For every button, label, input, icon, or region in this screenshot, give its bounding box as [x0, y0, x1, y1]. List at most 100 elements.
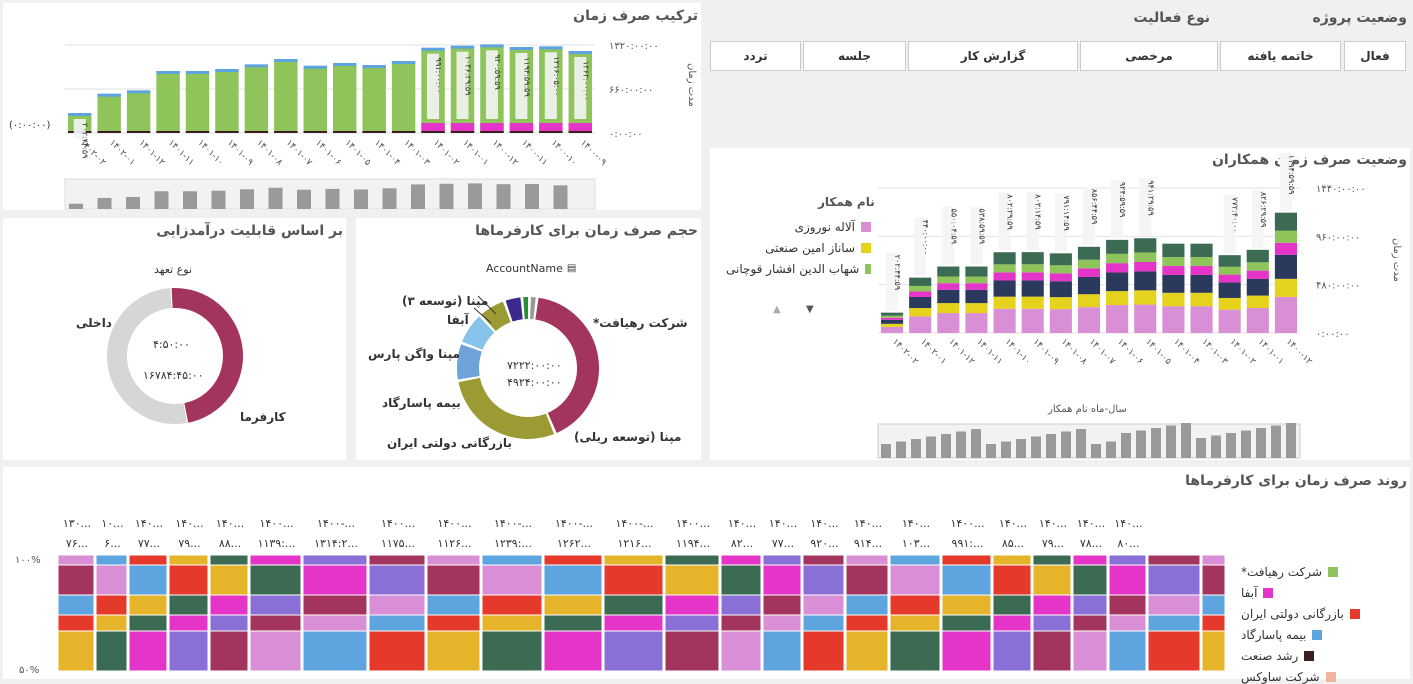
stacked-segment: [604, 555, 663, 565]
legend-swatch: [1304, 651, 1314, 661]
bar-segment: [333, 63, 356, 66]
stacked-segment: [427, 615, 480, 631]
trend-top-label: ۱۴۰۰...: [381, 517, 415, 530]
stacked-segment: [1073, 555, 1107, 565]
legend-label: آلاله نوروزی: [795, 220, 855, 234]
stacked-segment: [369, 595, 425, 615]
trend-top-value: ۸۸...: [219, 537, 241, 550]
stacked-segment: [803, 615, 844, 631]
x-tick-label: ۱۴۰۱-۱۰: [195, 138, 225, 168]
legend-swatch: [1263, 588, 1273, 598]
x-tick-label: ۱۴۰۱-۰۴: [1171, 337, 1201, 367]
trend-top-label: ۱۴۰۰...: [676, 517, 710, 530]
clients-value: ۱۶۷۸۴:۴۵:۰۰: [143, 369, 204, 382]
overview-bar: [1046, 434, 1056, 458]
bar-segment: [1162, 266, 1184, 275]
trend-top-value: ۱۰۳...: [902, 537, 930, 550]
bar-segment: [1162, 244, 1184, 257]
stacked-segment: [846, 595, 888, 615]
trend-legend-item[interactable]: بازرگانی دولتی ایران: [1241, 607, 1360, 621]
donut-slice: [509, 308, 521, 311]
bar-segment: [994, 309, 1016, 333]
trend-legend-item[interactable]: شرکت ساوکس: [1241, 670, 1336, 684]
stacked-segment: [993, 565, 1031, 595]
legend-scroll-down-icon[interactable]: ▼: [806, 304, 814, 315]
bar-segment: [1219, 267, 1241, 275]
bar-segment: [994, 272, 1016, 280]
stacked-segment: [890, 631, 940, 671]
trend-legend-item[interactable]: رشد صنعت: [1241, 649, 1314, 663]
trend-legend-item[interactable]: آبفا: [1241, 586, 1273, 600]
stacked-segment: [1148, 565, 1200, 595]
bar-segment: [994, 297, 1016, 309]
bar-segment: [1247, 308, 1269, 333]
trend-chart[interactable]: ۱۰۰%۵۰%۱۳۰...۷۶...۱۰...۶...۱۴۰...۷۷...۱۴…: [3, 467, 1410, 679]
bar-segment: [1078, 247, 1100, 260]
overview-bar: [1151, 428, 1161, 458]
stacked-segment: [665, 631, 719, 671]
stacked-segment: [993, 615, 1031, 631]
stacked-segment: [250, 631, 301, 671]
trend-top-value: ۸۰...: [1117, 537, 1139, 550]
donut-slice: [488, 312, 506, 323]
stacked-segment: [1109, 555, 1146, 565]
bar-segment: [1275, 231, 1297, 243]
stacked-segment: [803, 555, 844, 565]
stacked-segment: [1073, 595, 1107, 615]
stacked-segment: [369, 565, 425, 595]
filter-closed-button[interactable]: خاتمه یافته: [1220, 41, 1341, 71]
filter-meeting-button[interactable]: جلسه: [803, 41, 906, 71]
overview-bar: [126, 197, 140, 209]
stacked-segment: [1148, 555, 1200, 565]
trend-top-label: ۱۴۰۰-...: [615, 517, 653, 530]
trend-legend-item[interactable]: شرکت رهیافت*: [1241, 565, 1338, 579]
x-tick-label: ۱۴۰۰-۱۱: [519, 138, 549, 168]
x-tick-label: ۱۴۰۰-۰۹: [578, 138, 608, 168]
trend-top-label: ۱۴۰۰-...: [317, 517, 355, 530]
trend-top-value: ۷۷...: [138, 537, 160, 550]
client-volume-donut[interactable]: [356, 218, 701, 460]
bar-segment: [881, 313, 903, 316]
filter-active-button[interactable]: فعال: [1344, 41, 1406, 71]
trend-top-label: ۱۴۰...: [135, 517, 163, 530]
colleague-legend-item[interactable]: آلاله نوروزی: [726, 220, 871, 234]
filter-traffic-button[interactable]: تردد: [710, 41, 801, 71]
bar-segment: [1219, 310, 1241, 333]
stacked-segment: [604, 615, 663, 631]
bar-segment: [539, 46, 562, 49]
bar-segment: [1022, 280, 1044, 296]
stacked-segment: [890, 565, 940, 595]
colleague-legend-item[interactable]: شهاب الدین افشار قوچانی: [726, 262, 871, 276]
stacked-segment: [604, 565, 663, 595]
y-tick-label: ۱۳۲۰:۰۰:۰۰: [609, 41, 659, 52]
y-tick-label: ۴۸۰:۰۰:۰۰: [1316, 281, 1360, 292]
legend-swatch: [861, 243, 871, 253]
trend-top-label: ۱۳۰...: [63, 517, 91, 530]
overview-bar: [971, 429, 981, 458]
filter-report-button[interactable]: گزارش کار: [908, 41, 1078, 71]
stacked-segment: [129, 631, 167, 671]
x-tick-label: ۱۴۰۱-۰۸: [254, 138, 284, 168]
stacked-segment: [721, 631, 761, 671]
bar-segment: [245, 64, 268, 67]
legend-label: ساناز امین صنعتی: [765, 241, 855, 255]
trend-top-value: ۹۹۱:...: [952, 537, 984, 550]
legend-scroll-up-icon[interactable]: ▲: [773, 304, 781, 315]
stacked-segment: [1033, 595, 1071, 615]
x-tick-label: ۱۴۰۱-۰۵: [1143, 337, 1173, 367]
overview-bar: [1136, 431, 1146, 459]
stacked-segment: [993, 555, 1031, 565]
colleague-legend-item[interactable]: ساناز امین صنعتی: [726, 241, 871, 255]
trend-legend-item[interactable]: بیمه پاسارگاد: [1241, 628, 1322, 642]
bar-segment: [1106, 254, 1128, 263]
bar-value-label: ۸۵۶:۴۴:۵۹: [1090, 189, 1099, 224]
trend-top-value: ۱۲۳۹:...: [494, 537, 532, 550]
bar-segment: [965, 283, 987, 290]
overview-bar: [1061, 432, 1071, 459]
stacked-segment: [721, 555, 761, 565]
filter-leave-button[interactable]: مرخصی: [1080, 41, 1218, 71]
stacked-segment: [1202, 565, 1225, 595]
y-tick-label: ۹۶۰:۰۰:۰۰: [1316, 232, 1360, 243]
